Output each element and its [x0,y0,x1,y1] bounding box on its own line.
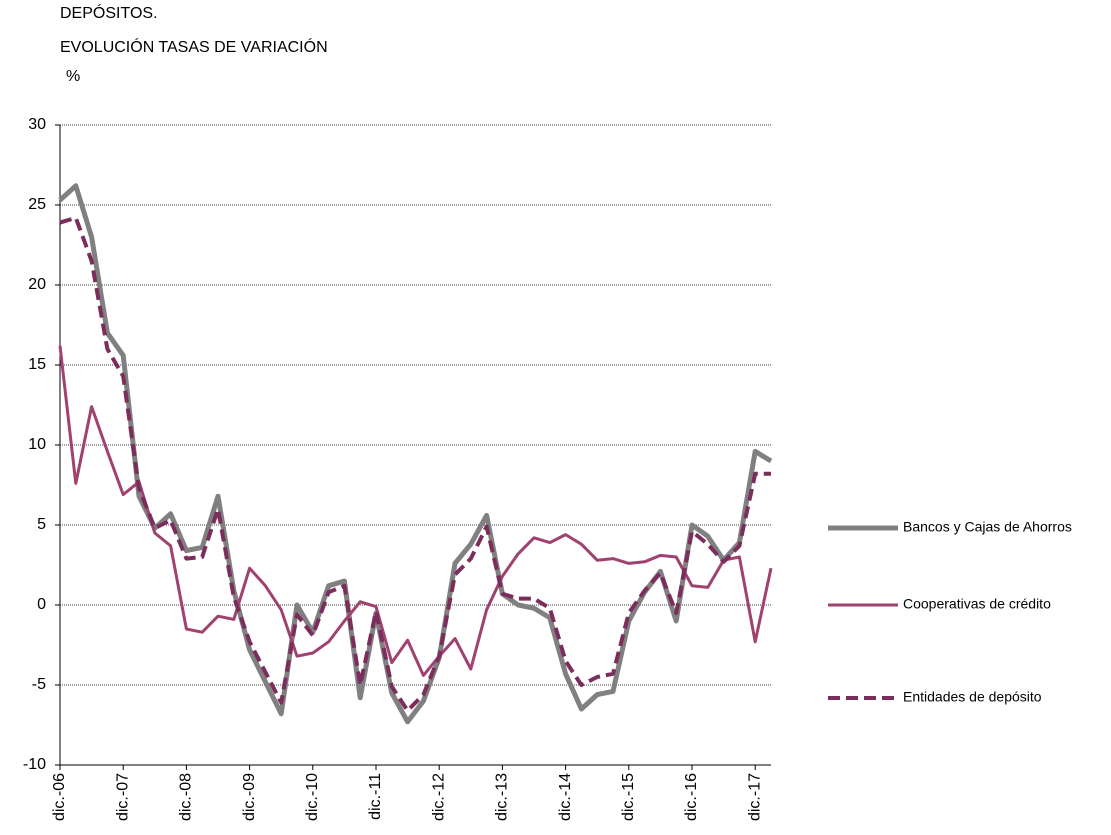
y-tick-label: 10 [28,436,46,453]
y-tick-label: 5 [37,516,46,533]
series-line [58,183,773,725]
legend-label: Entidades de depósito [903,689,1042,705]
y-tick-label: -5 [32,676,46,693]
chart-subtitle: EVOLUCIÓN TASAS DE VARIACIÓN [60,37,328,56]
x-tick-label: dic.-10 [304,773,321,821]
series-line [58,345,773,677]
x-tick-label: dic.-15 [620,773,637,821]
y-tick-label: 20 [28,276,46,293]
x-tick-label: dic.-08 [178,773,195,821]
x-tick-label: dic.-07 [114,773,131,821]
y-tick-label: -10 [23,756,46,773]
series-line [59,215,771,713]
x-tick-label: dic.-11 [367,773,384,820]
x-tick-label: dic.-16 [683,773,700,821]
x-tick-label: dic.-14 [557,773,574,821]
y-tick-label: 15 [28,356,46,373]
y-tick-label: 0 [37,596,46,613]
chart-title: DEPÓSITOS. [60,3,158,22]
y-tick-label: 30 [28,116,46,133]
x-tick-label: dic.-09 [241,773,258,821]
x-tick-label: dic.-17 [746,773,763,821]
legend-label: Cooperativas de crédito [903,596,1051,612]
y-tick-label: 25 [28,196,46,213]
x-tick-label: dic.-13 [494,773,511,821]
x-tick-label: dic.-06 [51,773,68,821]
x-tick-label: dic.-12 [430,773,447,821]
legend-label: Bancos y Cajas de Ahorros [903,519,1072,535]
y-axis-label: % [66,68,80,85]
